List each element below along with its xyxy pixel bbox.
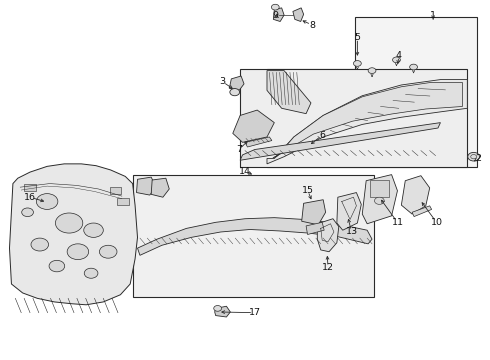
Polygon shape xyxy=(137,177,156,195)
Text: 1: 1 xyxy=(430,10,436,19)
Text: 13: 13 xyxy=(345,228,358,237)
Text: 16: 16 xyxy=(24,193,36,202)
Polygon shape xyxy=(401,176,430,214)
Circle shape xyxy=(55,213,83,233)
Polygon shape xyxy=(267,71,311,114)
Circle shape xyxy=(99,245,117,258)
Polygon shape xyxy=(138,218,372,255)
Circle shape xyxy=(67,244,89,260)
Polygon shape xyxy=(293,8,304,22)
Polygon shape xyxy=(362,175,397,224)
Circle shape xyxy=(353,60,361,66)
Text: 2: 2 xyxy=(476,154,482,163)
Polygon shape xyxy=(273,8,284,22)
Polygon shape xyxy=(412,206,432,217)
Text: 9: 9 xyxy=(272,10,278,19)
Circle shape xyxy=(368,68,376,73)
Bar xyxy=(117,198,129,205)
Text: 11: 11 xyxy=(392,218,403,227)
Circle shape xyxy=(31,238,49,251)
Circle shape xyxy=(468,152,480,161)
Bar xyxy=(110,187,122,194)
Polygon shape xyxy=(245,137,272,147)
Polygon shape xyxy=(240,123,441,160)
Text: 10: 10 xyxy=(431,218,442,227)
Circle shape xyxy=(410,64,417,70)
Polygon shape xyxy=(302,200,326,225)
Polygon shape xyxy=(318,219,339,252)
Text: 12: 12 xyxy=(322,264,334,273)
Polygon shape xyxy=(337,193,361,230)
Text: 6: 6 xyxy=(319,131,325,140)
Circle shape xyxy=(36,194,58,210)
Circle shape xyxy=(84,223,103,237)
Text: 4: 4 xyxy=(396,51,402,60)
Bar xyxy=(24,184,36,191)
Bar xyxy=(240,69,467,167)
Polygon shape xyxy=(273,82,463,158)
Text: 8: 8 xyxy=(309,21,316,30)
Circle shape xyxy=(22,208,33,217)
Polygon shape xyxy=(215,306,230,317)
Circle shape xyxy=(214,306,221,311)
Polygon shape xyxy=(9,164,138,305)
Text: 7: 7 xyxy=(236,145,242,154)
Circle shape xyxy=(392,57,400,63)
Text: 17: 17 xyxy=(249,308,261,317)
Circle shape xyxy=(230,89,240,96)
Circle shape xyxy=(271,4,279,10)
Polygon shape xyxy=(151,178,169,197)
Bar xyxy=(369,180,389,197)
Polygon shape xyxy=(233,110,274,142)
Circle shape xyxy=(84,268,98,278)
Text: 15: 15 xyxy=(301,185,314,194)
Circle shape xyxy=(374,197,384,204)
Polygon shape xyxy=(267,80,467,164)
Text: 14: 14 xyxy=(239,167,251,176)
Text: 5: 5 xyxy=(354,33,360,42)
Polygon shape xyxy=(229,76,244,90)
Polygon shape xyxy=(306,222,324,234)
Polygon shape xyxy=(267,17,477,167)
Text: 3: 3 xyxy=(219,77,225,86)
Bar xyxy=(133,175,374,297)
Circle shape xyxy=(49,260,65,272)
